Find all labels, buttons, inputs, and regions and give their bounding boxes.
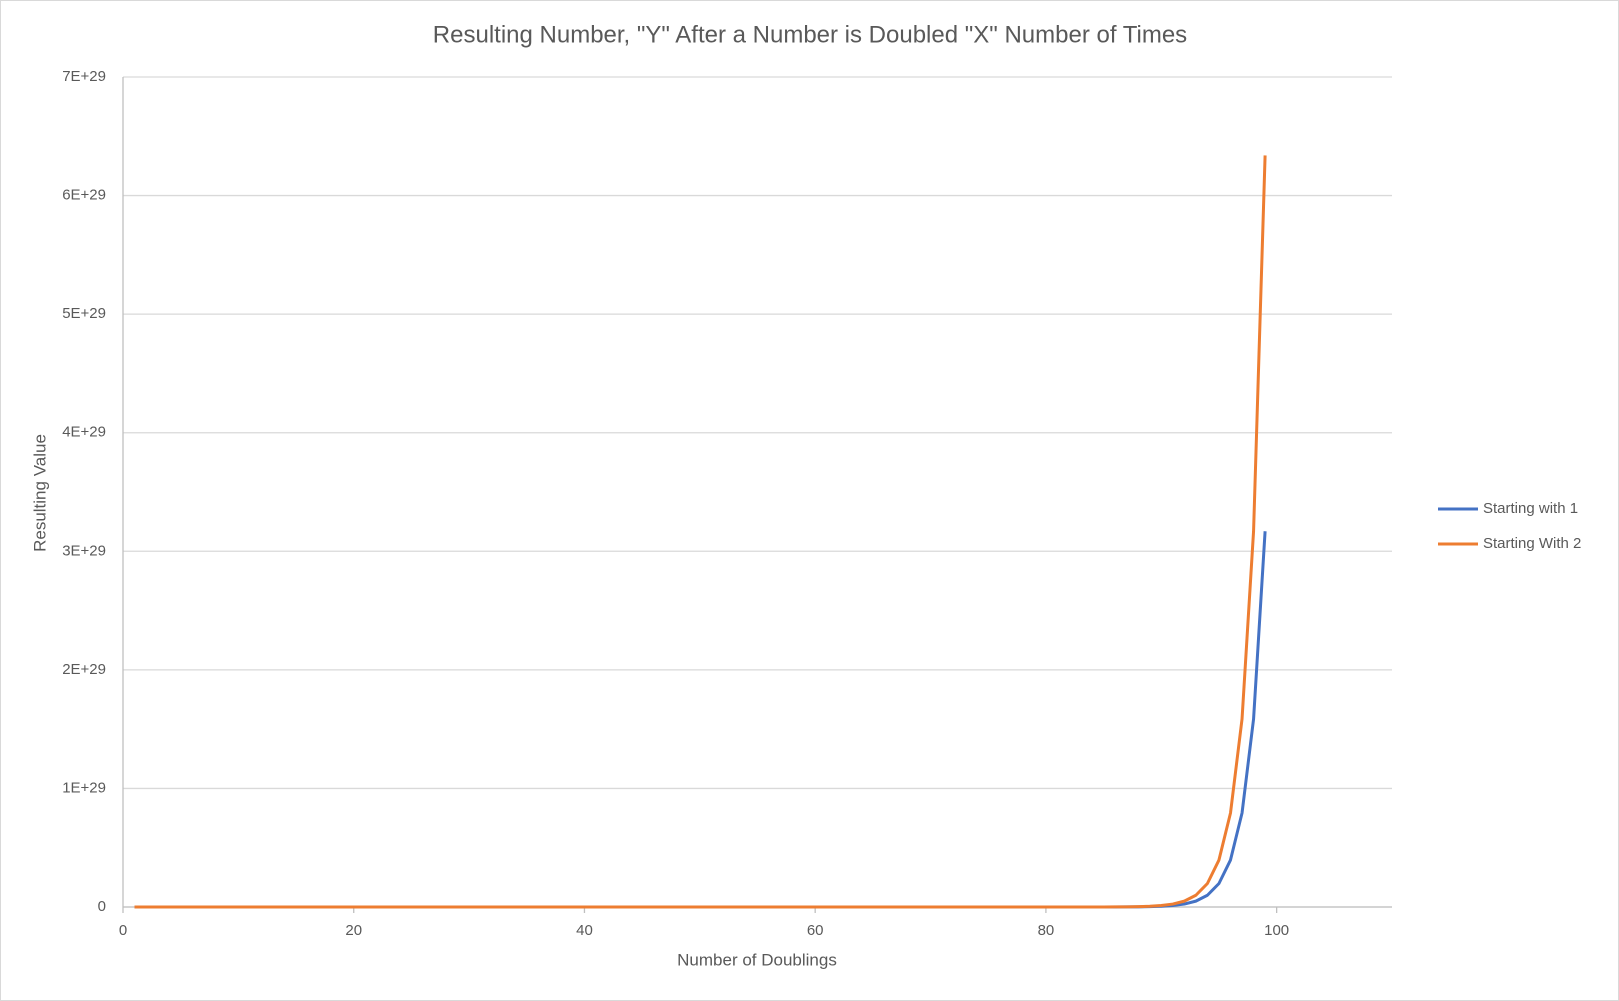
- y-tick-label: 6E+29: [62, 187, 106, 204]
- x-tick-label: 80: [1038, 922, 1055, 939]
- x-tick-label: 100: [1264, 922, 1289, 939]
- x-tick-label: 0: [119, 922, 127, 939]
- y-tick-label: 3E+29: [62, 542, 106, 559]
- x-tick-label: 20: [345, 922, 362, 939]
- y-tick-label: 4E+29: [62, 424, 106, 441]
- y-tick-label: 7E+29: [62, 68, 106, 85]
- y-tick-label: 1E+29: [62, 779, 106, 796]
- y-axis-title: Resulting Value: [30, 434, 49, 552]
- x-axis-title: Number of Doublings: [677, 950, 837, 969]
- x-tick-label: 40: [576, 922, 593, 939]
- legend-label: Starting with 1: [1483, 500, 1578, 517]
- chart-title: Resulting Number, "Y" After a Number is …: [433, 21, 1187, 48]
- y-tick-label: 2E+29: [62, 661, 106, 678]
- legend-label: Starting With 2: [1483, 535, 1581, 552]
- y-tick-label: 0: [98, 898, 106, 915]
- y-tick-label: 5E+29: [62, 305, 106, 322]
- series-line: [134, 155, 1267, 909]
- x-tick-label: 60: [807, 922, 824, 939]
